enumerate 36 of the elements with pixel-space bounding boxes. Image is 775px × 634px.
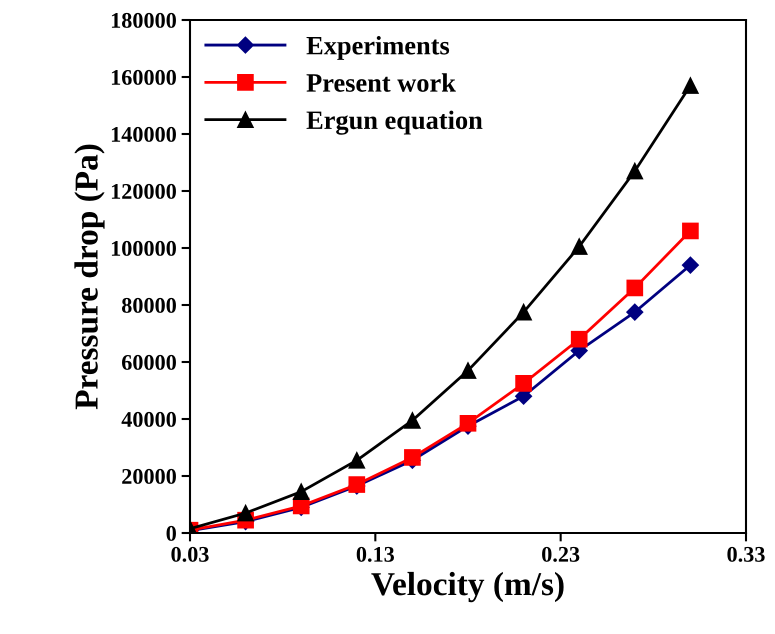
legend-label: Present work: [306, 73, 456, 92]
point: [460, 362, 476, 379]
point: [570, 238, 588, 255]
x-tick-label: 0.13: [356, 546, 394, 562]
point: [515, 304, 532, 320]
point: [626, 280, 644, 296]
point: [626, 162, 644, 180]
y-tick-label: 180000: [112, 12, 176, 28]
x-tick-label: 0.03: [171, 546, 209, 562]
x-tick-label: 0.23: [542, 546, 580, 562]
y-tick-label: 0: [166, 526, 176, 541]
y-tick-label: 140000: [112, 126, 176, 142]
y-tick-label: 20000: [122, 468, 176, 484]
y-tick-label: 80000: [122, 298, 176, 313]
legend-label: Ergun equation: [306, 110, 482, 135]
point: [237, 504, 254, 522]
point: [570, 330, 588, 348]
point: [682, 77, 699, 94]
y-tick-label: 100000: [112, 240, 176, 256]
x-tick-label: 0.33: [727, 546, 765, 562]
point: [626, 304, 644, 321]
x-axis-title: Velocity (m/s): [371, 572, 564, 602]
point: [404, 449, 421, 466]
point: [682, 256, 699, 274]
point: [348, 452, 366, 469]
y-tick-label: 60000: [122, 354, 176, 370]
y-tick-label: 40000: [122, 412, 176, 427]
y-axis-title: Pressure drop (Pa): [74, 144, 105, 410]
y-tick-label: 120000: [112, 184, 176, 199]
point: [460, 414, 476, 432]
legend-label: Experiments: [306, 36, 450, 60]
point: [515, 375, 532, 392]
point: [682, 222, 699, 240]
y-tick-label: 160000: [112, 70, 176, 85]
point: [292, 483, 310, 500]
point: [404, 412, 421, 429]
